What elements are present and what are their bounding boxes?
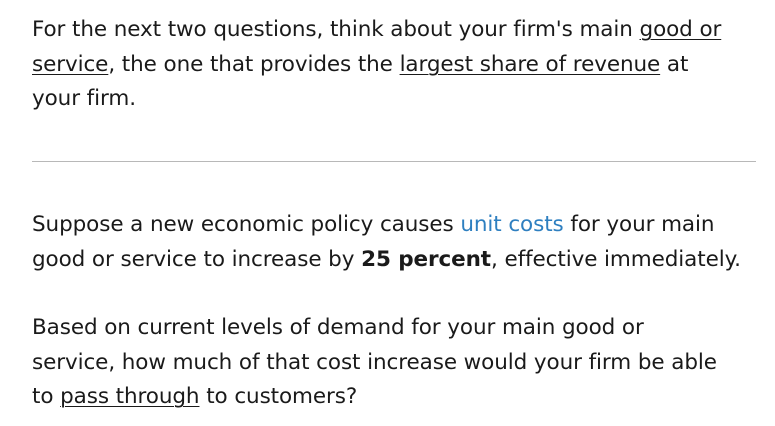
intro-text-3: at your firm. <box>32 51 689 112</box>
policy-text-2: for your main good or service to increas… <box>32 212 715 272</box>
intro-text-1: For the next two questions, think about … <box>32 17 640 42</box>
question-text-2: to customers? <box>199 384 358 409</box>
pass-through-term: pass through <box>60 384 200 409</box>
good-or-service-term: good or service <box>32 17 722 77</box>
policy-text-3: , effective immediately. <box>490 246 741 272</box>
section-divider <box>32 161 756 162</box>
intro-paragraph: For the next two questions, think about … <box>32 13 732 117</box>
unit-costs-link[interactable]: unit costs <box>460 212 564 237</box>
question-text-1: Based on current levels of demand for yo… <box>32 315 717 409</box>
percent-increase-value: 25 percent <box>361 246 491 272</box>
largest-share-of-revenue-term: largest share of revenue <box>399 51 661 77</box>
pass-through-question: Based on current levels of demand for yo… <box>32 311 732 415</box>
policy-scenario-paragraph: Suppose a new economic policy causes uni… <box>32 208 757 277</box>
intro-text-2: , the one that provides the <box>108 51 400 77</box>
policy-text-1: Suppose a new economic policy causes <box>32 212 461 237</box>
